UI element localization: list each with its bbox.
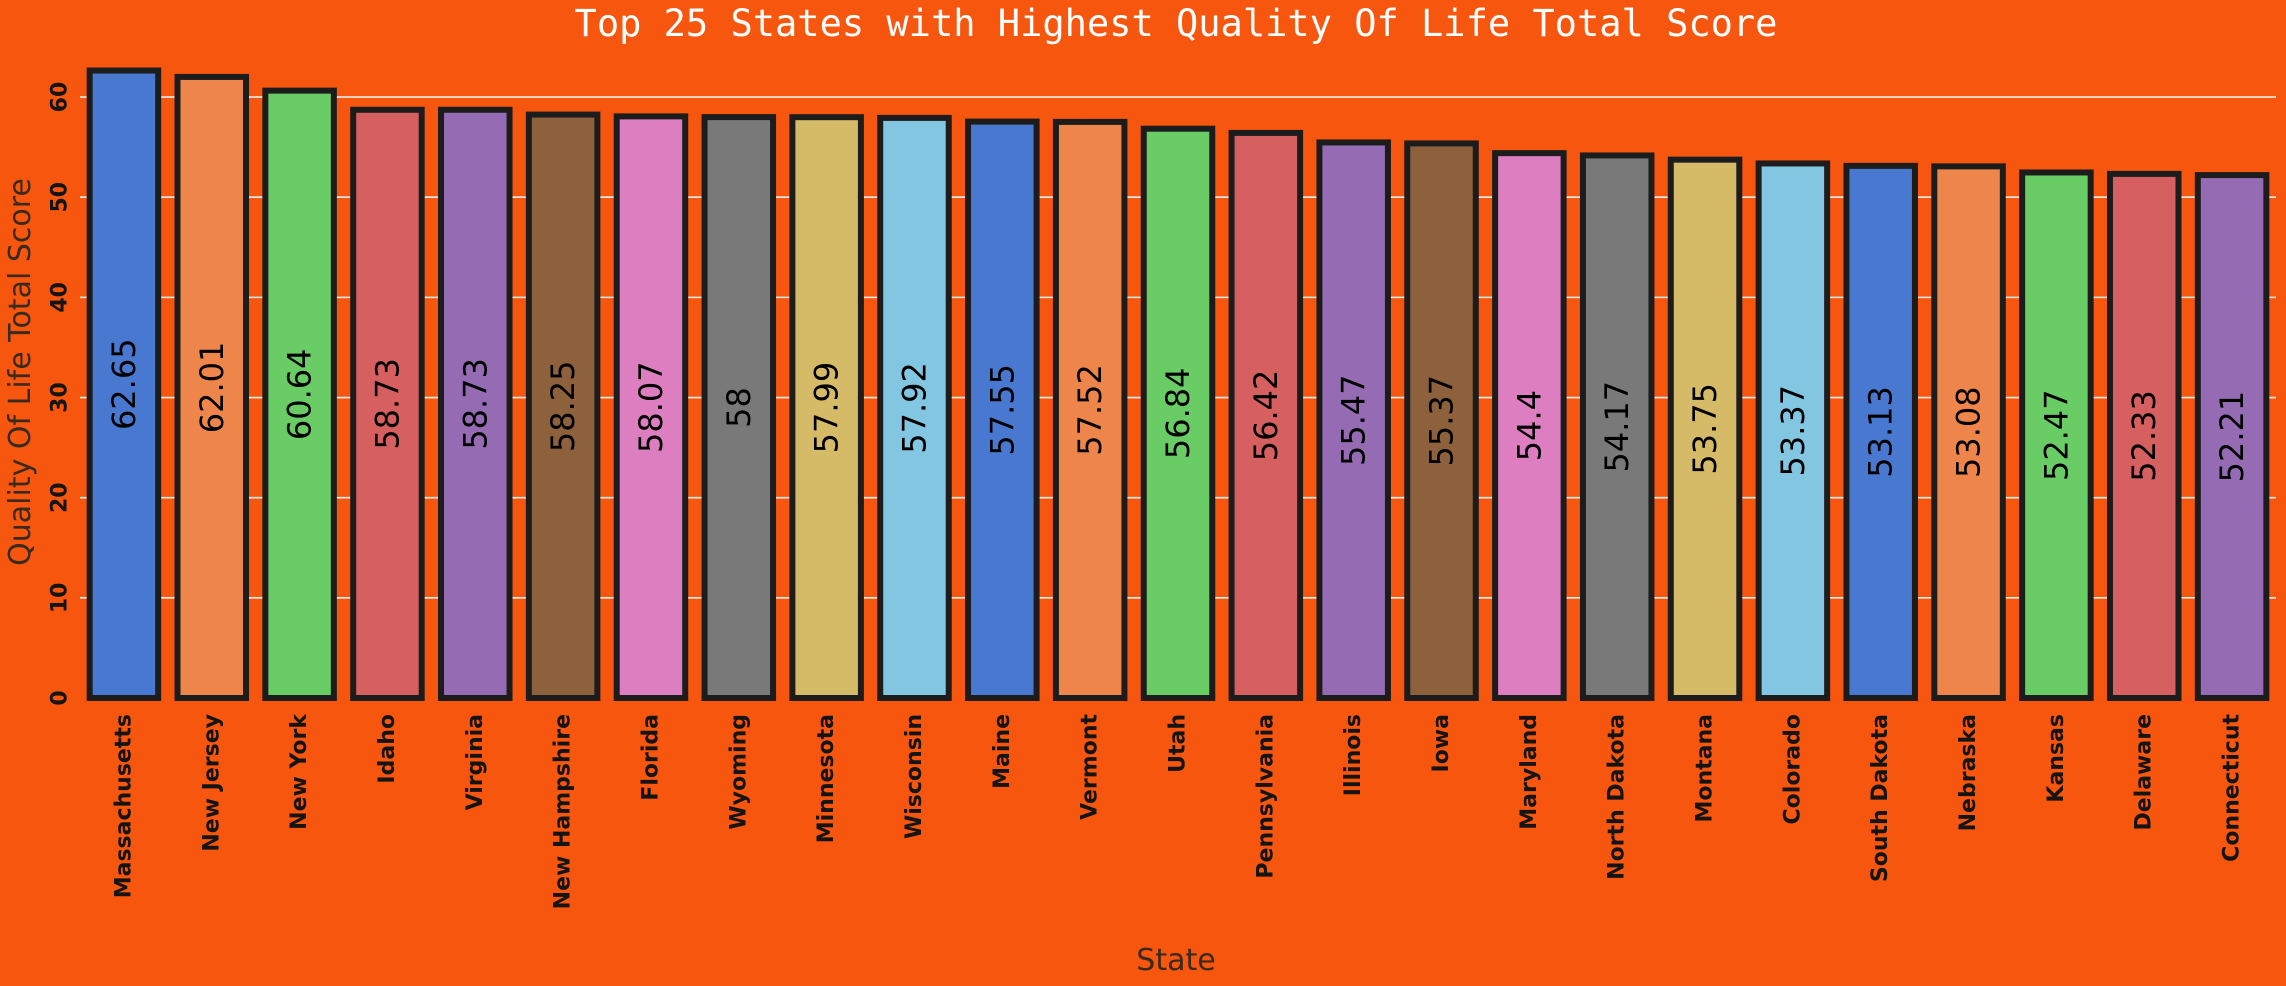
data-label: 53.13	[1862, 386, 1900, 478]
bar	[1052, 118, 1128, 702]
x-axis-ticks: Massachusetts New Jersey New York Idaho Virg…	[111, 713, 2244, 910]
bar	[2194, 172, 2270, 701]
x-tick-label: South Dakota	[1868, 714, 1893, 882]
bar	[1579, 152, 1655, 702]
y-tick-label: 0	[48, 690, 73, 705]
bar	[1755, 160, 1831, 701]
data-label: 55.37	[1423, 375, 1461, 467]
bar	[1843, 162, 1918, 702]
x-tick-label: Utah	[1166, 714, 1191, 773]
bar	[701, 114, 777, 702]
bar	[1667, 156, 1743, 701]
data-label: 57.52	[1071, 364, 1109, 456]
x-tick-label: New Hampshire	[551, 714, 576, 909]
data-label: 58.73	[368, 358, 406, 450]
data-label: 54.17	[1598, 381, 1636, 473]
data-label: 54.4	[1510, 390, 1548, 461]
bar	[1492, 150, 1567, 701]
y-tick-label: 50	[48, 182, 73, 213]
data-label: 58	[720, 387, 758, 428]
data-label: 62.65	[105, 338, 143, 430]
x-tick-label: Virginia	[463, 714, 488, 810]
data-label: 52.21	[2213, 391, 2251, 483]
x-tick-label: Colorado	[1780, 714, 1805, 824]
data-label: 52.47	[2037, 389, 2075, 481]
data-label: 58.73	[456, 358, 494, 450]
x-tick-label: Florida	[638, 714, 663, 801]
data-label: 57.99	[808, 362, 846, 454]
x-tick-label: Maryland	[1517, 714, 1542, 830]
bar	[262, 87, 337, 702]
data-label: 58.07	[632, 361, 670, 453]
data-label: 52.33	[2125, 390, 2163, 482]
data-label: 56.42	[1247, 370, 1285, 462]
bar	[1931, 163, 2006, 702]
bar	[174, 73, 250, 701]
bar	[613, 113, 689, 702]
bar	[350, 106, 425, 701]
x-tick-label: New York	[287, 713, 312, 830]
data-label: 62.01	[193, 342, 231, 434]
y-tick-label: 20	[48, 482, 73, 513]
bar	[1404, 140, 1479, 701]
bar	[2019, 169, 2094, 701]
data-label: 60.64	[281, 349, 319, 441]
data-label: 53.37	[1774, 385, 1812, 477]
x-tick-label: Connecticut	[2220, 714, 2245, 862]
x-tick-label: Wisconsin	[902, 714, 927, 839]
x-tick-label: Illinois	[1341, 714, 1366, 796]
x-tick-label: Vermont	[1078, 714, 1103, 820]
bar	[965, 118, 1040, 702]
data-label: 56.84	[1159, 368, 1197, 460]
data-label: 58.25	[544, 360, 582, 452]
y-tick-label: 30	[48, 382, 73, 413]
data-label: 53.75	[1686, 383, 1724, 475]
chart-title: Top 25 States with Highest Quality Of Li…	[575, 2, 1778, 45]
data-label: 57.55	[983, 364, 1021, 456]
bar	[1316, 139, 1391, 701]
x-tick-label: Kansas	[2044, 714, 2069, 803]
bar	[438, 106, 513, 701]
data-label: 57.92	[895, 362, 933, 454]
bar	[525, 111, 601, 701]
x-tick-label: Iowa	[1429, 714, 1454, 772]
x-tick-label: Idaho	[375, 714, 400, 784]
x-tick-label: North Dakota	[1605, 714, 1630, 880]
bars	[86, 67, 2270, 702]
x-tick-label: New Jersey	[199, 714, 224, 852]
bar	[789, 114, 864, 702]
bar	[1228, 129, 1304, 701]
y-axis-ticks: 0 10 20 30 40 50 60	[48, 82, 73, 706]
bar	[877, 114, 952, 701]
x-axis-label: State	[1136, 943, 1215, 978]
y-tick-label: 10	[48, 583, 73, 614]
x-tick-label: Massachusetts	[111, 714, 136, 898]
y-tick-label: 60	[48, 82, 73, 113]
bar	[2106, 170, 2182, 701]
value-labels: 62.65 62.01 60.64 58.73 58.73 58.25 58.07 58 57.…	[105, 338, 2251, 482]
data-label: 55.47	[1335, 374, 1373, 466]
x-tick-label: Wyoming	[726, 714, 751, 830]
bar	[1140, 125, 1216, 701]
y-tick-label: 40	[48, 282, 73, 313]
x-tick-label: Minnesota	[814, 714, 839, 843]
data-label: 53.08	[1950, 386, 1988, 478]
x-tick-label: Maine	[990, 714, 1015, 789]
x-tick-label: Pennsylvania	[1253, 714, 1278, 879]
bar	[86, 67, 162, 702]
x-tick-label: Montana	[1693, 714, 1718, 823]
x-tick-label: Delaware	[2132, 714, 2157, 831]
x-tick-label: Nebraska	[1956, 714, 1981, 831]
y-axis-label: Quality Of Life Total Score	[3, 178, 38, 566]
